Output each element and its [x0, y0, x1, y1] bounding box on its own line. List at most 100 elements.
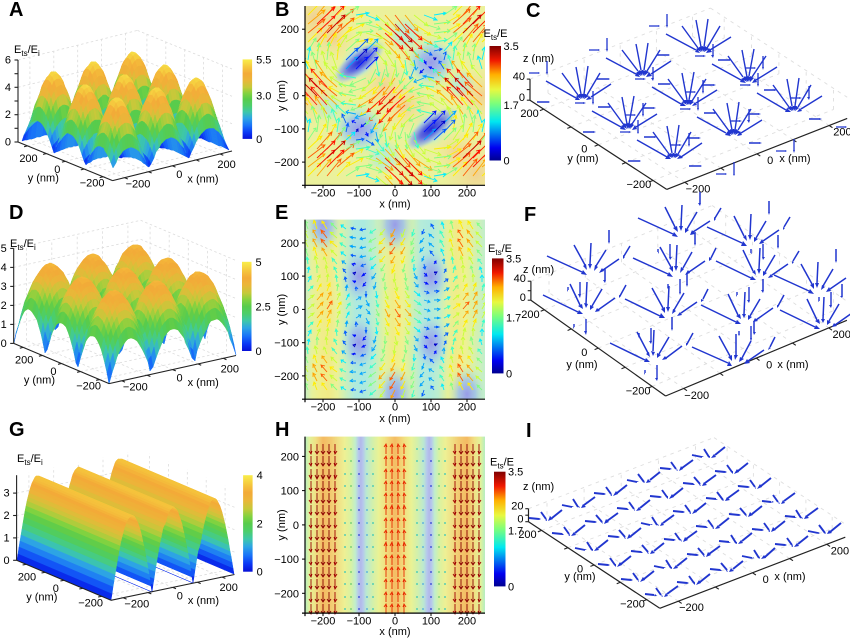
svg-text:0: 0 — [50, 366, 56, 378]
svg-text:5: 5 — [256, 257, 262, 269]
svg-text:x (nm): x (nm) — [379, 413, 410, 425]
svg-text:0: 0 — [54, 164, 60, 176]
svg-text:−200: −200 — [274, 371, 299, 383]
svg-text:3.5: 3.5 — [504, 41, 519, 53]
svg-text:z (nm): z (nm) — [523, 53, 554, 65]
svg-text:0: 0 — [392, 187, 398, 199]
svg-text:x (nm): x (nm) — [777, 359, 808, 371]
svg-text:0: 0 — [293, 304, 299, 316]
svg-text:x (nm): x (nm) — [188, 595, 219, 607]
svg-text:0: 0 — [506, 368, 512, 380]
svg-text:100: 100 — [281, 486, 299, 498]
svg-text:5.5: 5.5 — [256, 54, 271, 66]
svg-text:200: 200 — [833, 329, 850, 341]
svg-text:200: 200 — [458, 402, 476, 414]
svg-text:200: 200 — [833, 127, 850, 139]
svg-text:0: 0 — [767, 155, 773, 167]
svg-text:z (nm): z (nm) — [523, 481, 554, 493]
svg-text:−100: −100 — [274, 338, 299, 350]
svg-text:−200: −200 — [620, 598, 645, 610]
svg-text:20: 20 — [511, 501, 523, 513]
svg-text:Ets/Ei: Ets/Ei — [17, 453, 43, 467]
svg-text:2: 2 — [257, 519, 263, 531]
svg-text:0: 0 — [256, 346, 262, 358]
svg-text:200: 200 — [281, 24, 299, 36]
svg-text:Ets/E: Ets/E — [484, 28, 508, 42]
svg-text:−200: −200 — [76, 381, 101, 393]
svg-text:6: 6 — [5, 55, 11, 67]
svg-text:−100: −100 — [274, 554, 299, 566]
svg-text:4: 4 — [5, 82, 11, 94]
svg-text:−200: −200 — [274, 588, 299, 600]
svg-text:0: 0 — [293, 520, 299, 532]
svg-text:0: 0 — [392, 616, 398, 628]
svg-text:−200: −200 — [80, 178, 105, 190]
svg-text:1: 1 — [3, 532, 9, 544]
svg-text:3.0: 3.0 — [256, 91, 271, 103]
svg-text:3.5: 3.5 — [508, 467, 523, 479]
svg-text:Ets/Ei: Ets/Ei — [10, 238, 36, 252]
svg-text:B: B — [275, 0, 289, 21]
svg-text:0: 0 — [504, 156, 510, 168]
svg-text:0: 0 — [581, 347, 587, 359]
svg-text:100: 100 — [281, 271, 299, 283]
svg-text:200: 200 — [521, 309, 539, 321]
svg-text:0: 0 — [766, 360, 772, 372]
svg-text:Ets/E: Ets/E — [488, 243, 512, 257]
svg-text:0: 0 — [177, 373, 183, 385]
svg-text:2: 2 — [3, 510, 9, 522]
svg-text:F: F — [524, 204, 536, 226]
svg-text:−100: −100 — [347, 187, 372, 199]
svg-text:2: 2 — [5, 109, 11, 121]
svg-text:200: 200 — [831, 545, 849, 557]
svg-text:200: 200 — [520, 108, 538, 120]
svg-text:x (nm): x (nm) — [779, 153, 810, 165]
svg-text:200: 200 — [19, 153, 37, 165]
svg-text:0: 0 — [53, 583, 59, 595]
svg-text:E: E — [275, 202, 288, 224]
svg-text:I: I — [526, 420, 532, 442]
svg-text:−200: −200 — [274, 157, 299, 169]
svg-text:Ets/E: Ets/E — [490, 457, 514, 471]
svg-text:5: 5 — [1, 243, 7, 255]
svg-text:200: 200 — [217, 159, 235, 171]
svg-text:0: 0 — [177, 590, 183, 602]
svg-text:1: 1 — [1, 319, 7, 331]
svg-text:0: 0 — [5, 137, 11, 149]
svg-text:−200: −200 — [626, 385, 651, 397]
svg-text:z (nm): z (nm) — [523, 264, 554, 276]
svg-text:0: 0 — [257, 567, 263, 579]
svg-text:y (nm): y (nm) — [566, 359, 597, 371]
svg-text:y (nm): y (nm) — [26, 591, 57, 603]
svg-text:−200: −200 — [126, 178, 151, 190]
svg-text:x (nm): x (nm) — [379, 626, 410, 638]
svg-text:200: 200 — [458, 616, 476, 628]
svg-text:G: G — [9, 419, 25, 441]
svg-text:200: 200 — [281, 451, 299, 463]
svg-text:−200: −200 — [124, 599, 149, 611]
svg-text:200: 200 — [18, 571, 36, 583]
svg-text:−200: −200 — [679, 602, 704, 614]
svg-text:100: 100 — [422, 616, 440, 628]
svg-text:1.7: 1.7 — [506, 313, 521, 325]
svg-text:−200: −200 — [123, 382, 148, 394]
svg-text:0: 0 — [256, 134, 262, 146]
svg-text:0: 0 — [1, 338, 7, 350]
svg-text:0: 0 — [3, 555, 9, 567]
svg-text:y (nm): y (nm) — [24, 375, 55, 387]
svg-text:C: C — [526, 0, 540, 22]
svg-text:4: 4 — [1, 262, 7, 274]
svg-text:100: 100 — [281, 57, 299, 69]
svg-text:−100: −100 — [274, 124, 299, 136]
svg-text:y (nm): y (nm) — [276, 294, 288, 325]
svg-text:y (nm): y (nm) — [276, 80, 288, 111]
svg-text:0: 0 — [392, 402, 398, 414]
svg-text:y (nm): y (nm) — [28, 172, 59, 184]
svg-text:x (nm): x (nm) — [774, 571, 805, 583]
svg-text:A: A — [9, 0, 23, 21]
svg-text:200: 200 — [518, 529, 536, 541]
svg-text:0: 0 — [508, 581, 514, 593]
svg-text:100: 100 — [422, 402, 440, 414]
svg-text:−200: −200 — [311, 402, 336, 414]
svg-text:0: 0 — [293, 91, 299, 103]
